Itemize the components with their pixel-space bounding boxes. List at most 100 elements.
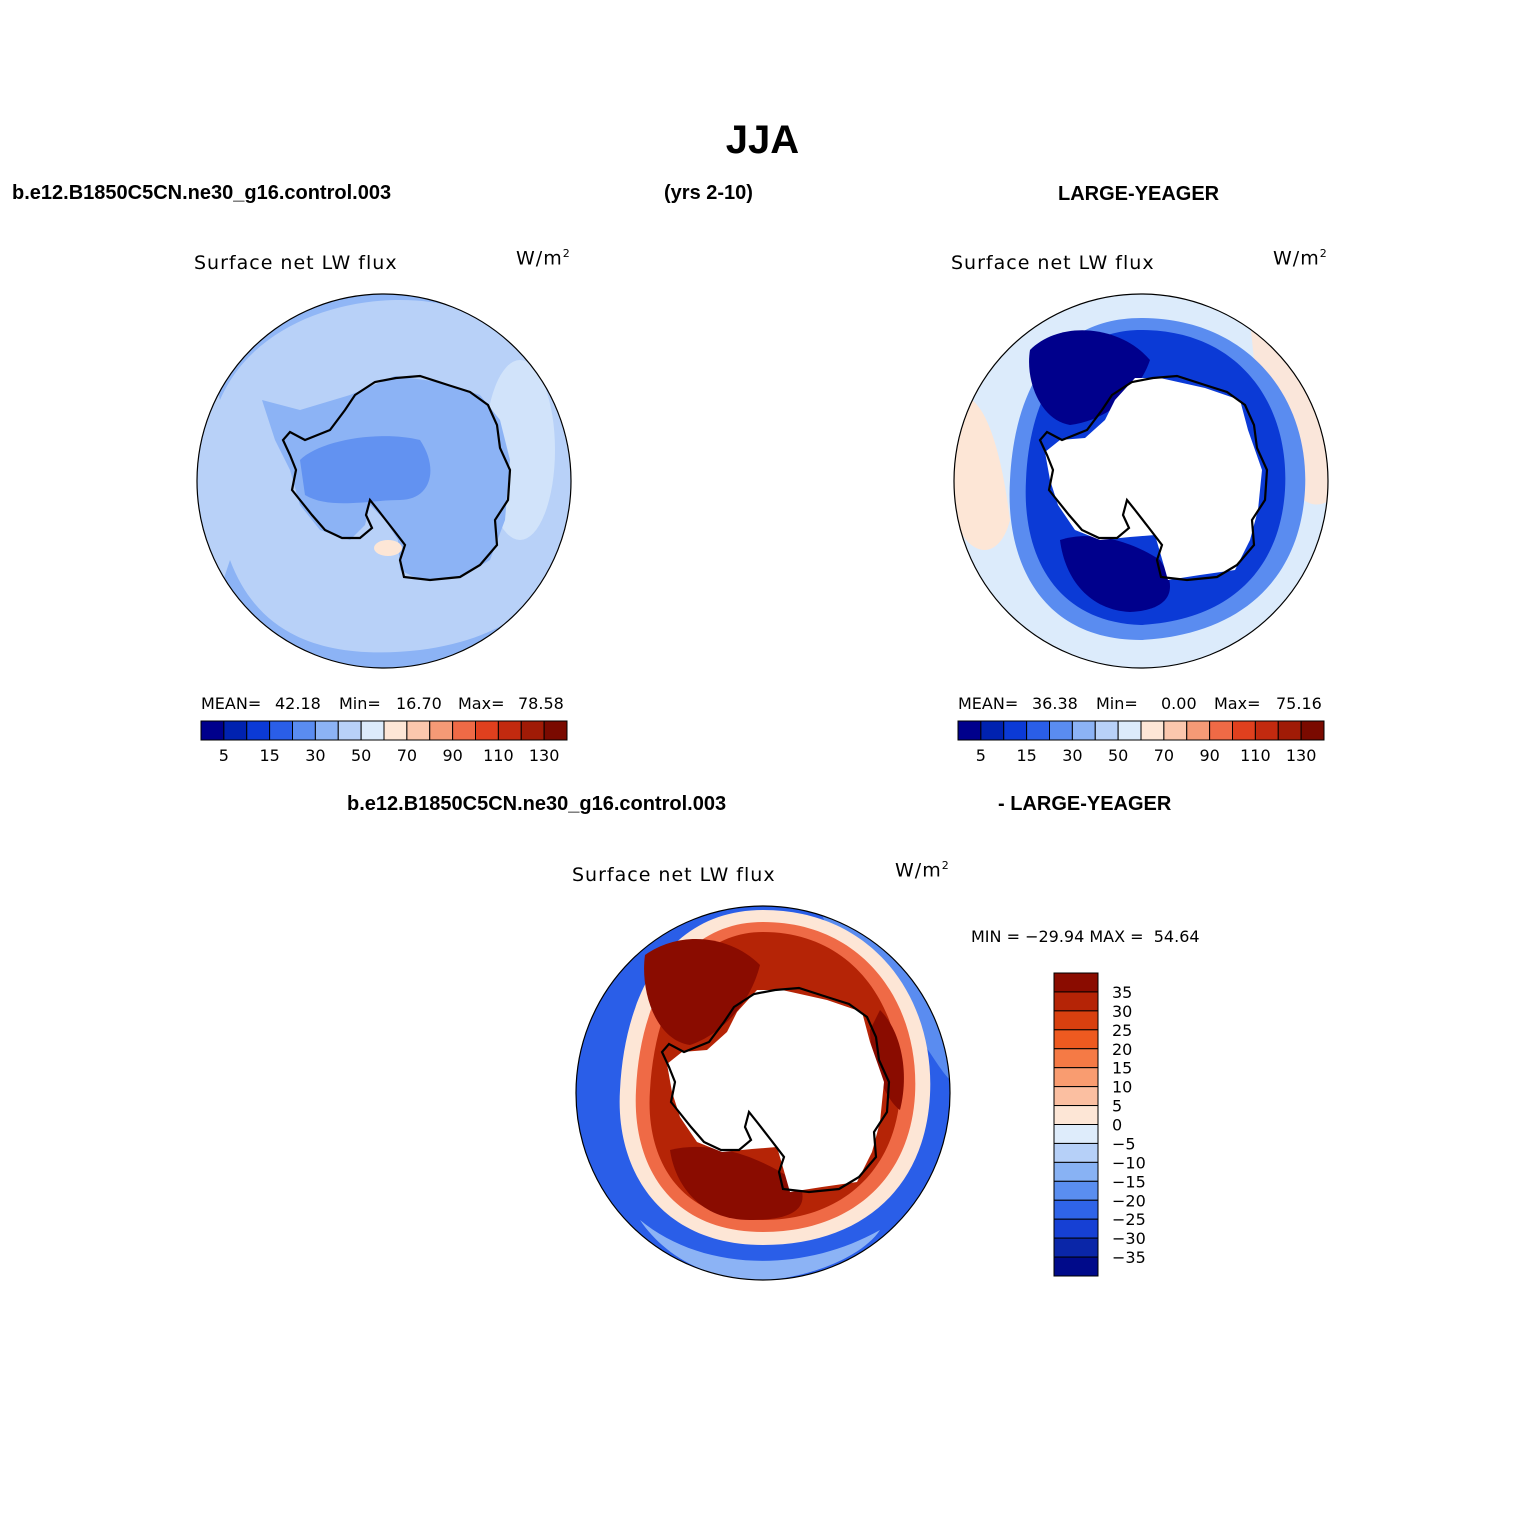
colorbar-panel1-swatch xyxy=(223,720,248,741)
colorbar-diff-tick-label: −5 xyxy=(1112,1134,1136,1153)
figure-title: JJA xyxy=(725,118,800,162)
panel2-frame xyxy=(953,293,1329,669)
years-label: (yrs 2-10) xyxy=(664,182,753,204)
panel1-units: W/m2 xyxy=(516,247,571,270)
colorbar-diff-tick-label: −15 xyxy=(1112,1172,1146,1191)
panel3-ring-dark-north xyxy=(644,938,760,1045)
colorbar-diff-tick-label: −20 xyxy=(1112,1191,1146,1210)
panel1-min-label: Min= xyxy=(339,694,381,713)
colorbar-diff-tick-label: 20 xyxy=(1112,1040,1132,1059)
colorbar-panel2-tick-label: 90 xyxy=(1199,746,1219,765)
panel2-max-value: 75.16 xyxy=(1276,694,1322,713)
colorbar-diff-swatch xyxy=(1053,1199,1099,1220)
panel1-coastline xyxy=(281,374,512,582)
colorbar-panel2-swatch xyxy=(1117,720,1142,741)
colorbar-diff-swatch xyxy=(1053,1029,1099,1050)
colorbar-panel1-tick-label: 130 xyxy=(529,746,560,765)
colorbar-panel2-tick-label: 110 xyxy=(1240,746,1271,765)
panel3-units: W/m2 xyxy=(895,859,950,882)
colorbar-panel1-swatch xyxy=(475,720,499,741)
panel2-units: W/m2 xyxy=(1273,247,1328,270)
colorbar-panel1-swatch xyxy=(383,720,408,741)
panel2-mean-value: 36.38 xyxy=(1032,694,1078,713)
panel1-map xyxy=(197,294,571,668)
colorbar-diff-tick-label: 25 xyxy=(1112,1021,1132,1040)
colorbar-panel1-tick-label: 110 xyxy=(483,746,514,765)
colorbar-panel2-swatch xyxy=(1163,720,1188,741)
panel1-max-label: Max= xyxy=(458,694,505,713)
colorbar-panel1-swatch xyxy=(452,720,476,741)
panel1-min-value: 16.70 xyxy=(396,694,442,713)
panel1-frame xyxy=(196,293,572,669)
colorbar-panel1-tick-label: 70 xyxy=(397,746,417,765)
panel2-ring-dark-south xyxy=(1060,536,1170,612)
colorbar-diff-tick-label: 15 xyxy=(1112,1059,1132,1078)
colorbar-panel1-swatch xyxy=(520,720,545,741)
colorbar-panel1-swatch xyxy=(543,720,568,741)
colorbar-panel1-tick-label: 5 xyxy=(219,746,229,765)
colorbar-diff-tick-label: 0 xyxy=(1112,1116,1122,1135)
colorbar-diff-tick-label: 5 xyxy=(1112,1097,1122,1116)
colorbar-panel2-tick-label: 50 xyxy=(1108,746,1128,765)
colorbar-diff-swatch xyxy=(1053,1256,1099,1277)
colorbar-panel1-swatch xyxy=(406,720,431,741)
panel2-land-mask xyxy=(1045,378,1262,580)
panel3-coastline xyxy=(660,986,891,1194)
panel2-max-label: Max= xyxy=(1214,694,1261,713)
colorbar-diff-tick-label: −35 xyxy=(1112,1248,1146,1267)
colorbar-diff-swatch xyxy=(1053,1048,1099,1069)
panel3-variable: Surface net LW flux xyxy=(572,864,776,886)
panel3-ocean-light-south xyxy=(640,1220,880,1280)
colorbar-panel1-swatch xyxy=(497,720,522,741)
colorbar-panel2-tick-label: 70 xyxy=(1154,746,1174,765)
colorbar-panel1-tick-label: 50 xyxy=(351,746,371,765)
colorbar-panel2-swatch xyxy=(1140,720,1165,741)
colorbar-diff-swatch xyxy=(1053,1237,1099,1258)
colorbar-panel2-swatch xyxy=(1094,720,1119,741)
colorbar-panel1-swatch xyxy=(337,720,362,741)
colorbar-panel2-swatch xyxy=(1254,720,1279,741)
panel1-variable: Surface net LW flux xyxy=(194,252,398,274)
panel2-peach-west xyxy=(954,396,1010,550)
panel3-frame xyxy=(575,905,951,1281)
colorbar-panel1-swatch xyxy=(429,720,454,741)
panel2-min-label: Min= xyxy=(1096,694,1138,713)
panel1-mean-label: MEAN= xyxy=(201,694,262,713)
colorbar-panel2-swatch xyxy=(1277,720,1302,741)
panel3-minmax: MIN = −29.94 MAX = 54.64 xyxy=(971,927,1200,946)
colorbar-diff-tick-label: −25 xyxy=(1112,1210,1146,1229)
panel2-coastline xyxy=(1038,374,1269,582)
colorbar-panel1-tick-label: 30 xyxy=(305,746,325,765)
panel3-ring-dark-east xyxy=(870,1010,904,1110)
colorbar-panel2-swatch xyxy=(1232,720,1256,741)
colorbar-diff-tick-label: −10 xyxy=(1112,1153,1146,1172)
colorbar-diff-tick-label: −30 xyxy=(1112,1229,1146,1248)
colorbar-panel2-swatch xyxy=(1071,720,1096,741)
colorbar-panel2-swatch xyxy=(1003,720,1028,741)
panel1-dark-patch xyxy=(300,436,431,504)
colorbar-panel2-swatch xyxy=(1049,720,1073,741)
obs-name-top: LARGE-YEAGER xyxy=(1058,183,1220,205)
colorbar-diff-swatch xyxy=(1053,1180,1099,1201)
colorbar-panel1-tick-label: 90 xyxy=(442,746,462,765)
panel3-ring-dark-south xyxy=(670,1146,803,1220)
colorbar-diff-swatch xyxy=(1053,1010,1099,1031)
panel1-max-value: 78.58 xyxy=(518,694,564,713)
colorbar-panel1-tick-label: 15 xyxy=(259,746,279,765)
panel2-min-value: 0.00 xyxy=(1161,694,1197,713)
colorbar-diff-swatch xyxy=(1053,1105,1099,1125)
colorbar-panel2-swatch xyxy=(1209,720,1233,741)
colorbar-panel1-swatch xyxy=(292,720,316,741)
colorbar-panel2-swatch xyxy=(957,720,982,741)
colorbar-diff-swatch xyxy=(1053,1124,1099,1144)
case-name-diff: b.e12.B1850C5CN.ne30_g16.control.003 xyxy=(347,793,727,815)
colorbar-diff-swatch xyxy=(1053,991,1099,1012)
colorbar-panel2-swatch xyxy=(1300,720,1325,741)
colorbar-panel2-swatch xyxy=(1026,720,1050,741)
obs-name-diff: - LARGE-YEAGER xyxy=(998,793,1172,815)
colorbar-diff-tick-label: 35 xyxy=(1112,983,1132,1002)
panel1-mean-value: 42.18 xyxy=(275,694,321,713)
colorbar-diff-swatch xyxy=(1053,972,1099,993)
colorbar-panel2-swatch xyxy=(1186,720,1211,741)
